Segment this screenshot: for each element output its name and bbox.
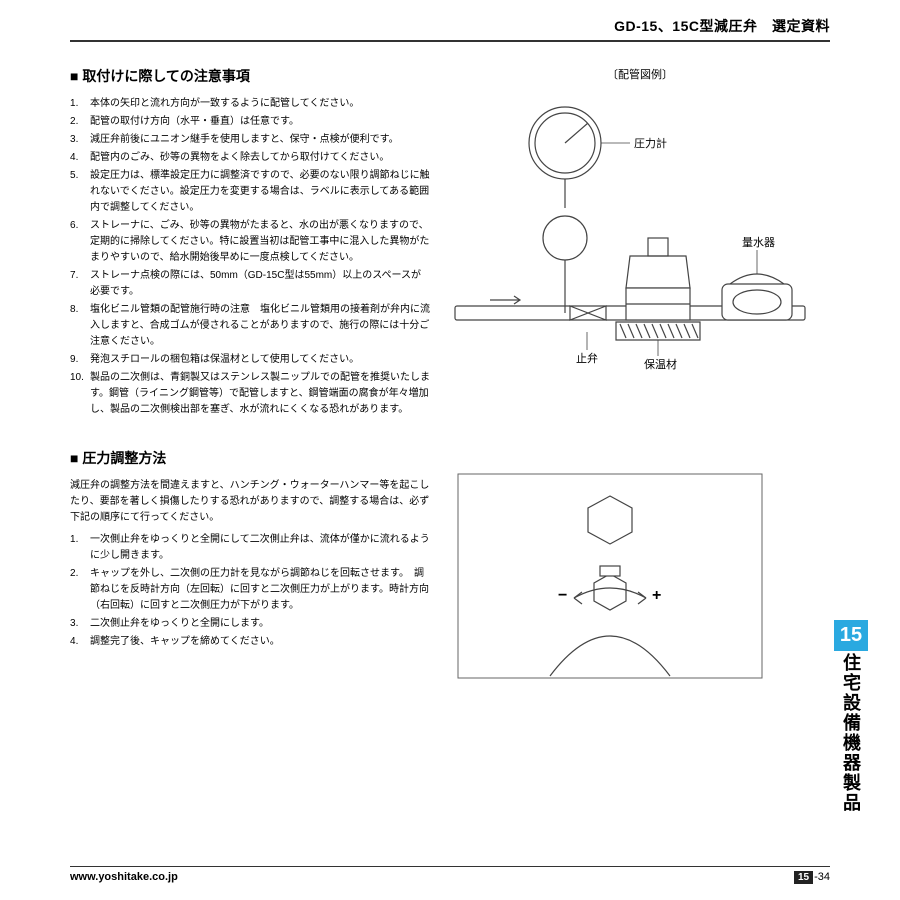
page: GD-15、15C型減圧弁 選定資料 ■ 取付けに際しての注意事項 本体の矢印と… <box>70 0 830 691</box>
label-meter: 量水器 <box>742 236 775 249</box>
footer-section-num: 15 <box>794 871 813 884</box>
list-item: 配管内のごみ、砂等の異物をよく除去してから取付けてください。 <box>70 150 430 166</box>
list-item: 本体の矢印と流れ方向が一致するように配管してください。 <box>70 96 430 112</box>
adjustment-text-col: ■ 圧力調整方法 減圧弁の調整方法を間違えますと、ハンチング・ウォーターハンマー… <box>70 448 430 691</box>
adjustment-diagram: − + <box>450 466 770 686</box>
section-installation: ■ 取付けに際しての注意事項 本体の矢印と流れ方向が一致するように配管してくださ… <box>70 66 830 420</box>
list-item: ストレーナ点検の際には、50mm（GD-15C型は55mm）以上のスペースが必要… <box>70 268 430 300</box>
section-tab: 15 住宅設備機器製品 <box>834 620 868 813</box>
installation-text-col: ■ 取付けに際しての注意事項 本体の矢印と流れ方向が一致するように配管してくださ… <box>70 66 430 420</box>
list-item: 減圧弁前後にユニオン継手を使用しますと、保守・点検が便利です。 <box>70 132 430 148</box>
installation-diagram-col: 〔配管図例〕 <box>450 66 830 420</box>
installation-notes-list: 本体の矢印と流れ方向が一致するように配管してください。配管の取付け方向（水平・垂… <box>70 96 430 418</box>
page-header: GD-15、15C型減圧弁 選定資料 <box>70 16 830 42</box>
footer-page-num: -34 <box>814 871 830 883</box>
list-item: キャップを外し、二次側の圧力計を見ながら調節ねじを回転させます。 調節ねじを反時… <box>70 566 430 614</box>
diagram1-caption: 〔配管図例〕 <box>450 66 830 82</box>
label-insul: 保温材 <box>644 357 677 371</box>
footer-url: www.yoshitake.co.jp <box>70 871 178 884</box>
label-stop: 止弁 <box>576 351 598 365</box>
section1-heading: ■ 取付けに際しての注意事項 <box>70 66 430 86</box>
tab-number: 15 <box>834 620 868 651</box>
section2-heading: ■ 圧力調整方法 <box>70 448 430 468</box>
list-item: 設定圧力は、標準設定圧力に調整済ですので、必要のない限り調節ねじに触れないでくだ… <box>70 168 430 216</box>
list-item: ストレーナに、ごみ、砂等の異物がたまると、水の出が悪くなりますので、定期的に掃除… <box>70 218 430 266</box>
header-title: GD-15、15C型減圧弁 選定資料 <box>614 18 830 34</box>
section2-intro: 減圧弁の調整方法を間違えますと、ハンチング・ウォーターハンマー等を起こしたり、要… <box>70 478 430 526</box>
list-item: 塩化ビニル管類の配管施行時の注意 塩化ビニル管類用の接着剤が弁内に流入しますと、… <box>70 302 430 350</box>
svg-text:+: + <box>652 587 661 604</box>
footer-page: 15-34 <box>794 871 830 884</box>
svg-text:−: − <box>558 587 567 604</box>
adjustment-steps-list: 一次側止弁をゆっくりと全開にして二次側止弁は、流体が僅かに流れるように少し開きま… <box>70 532 430 650</box>
list-item: 二次側止弁をゆっくりと全開にします。 <box>70 616 430 632</box>
list-item: 発泡スチロールの梱包箱は保温材として使用してください。 <box>70 352 430 368</box>
page-footer: www.yoshitake.co.jp 15-34 <box>0 866 900 884</box>
adjustment-diagram-col: − + <box>450 448 830 691</box>
tab-label: 住宅設備機器製品 <box>838 653 864 813</box>
label-gauge: 圧力計 <box>634 136 667 150</box>
piping-diagram: 圧力計 量水器 止弁 保温材 <box>450 88 810 388</box>
list-item: 配管の取付け方向（水平・垂直）は任意です。 <box>70 114 430 130</box>
list-item: 製品の二次側は、青銅製又はステンレス製ニップルでの配管を推奨いたします。鋼管（ラ… <box>70 370 430 418</box>
section-adjustment: ■ 圧力調整方法 減圧弁の調整方法を間違えますと、ハンチング・ウォーターハンマー… <box>70 448 830 691</box>
list-item: 調整完了後、キャップを締めてください。 <box>70 634 430 650</box>
list-item: 一次側止弁をゆっくりと全開にして二次側止弁は、流体が僅かに流れるように少し開きま… <box>70 532 430 564</box>
